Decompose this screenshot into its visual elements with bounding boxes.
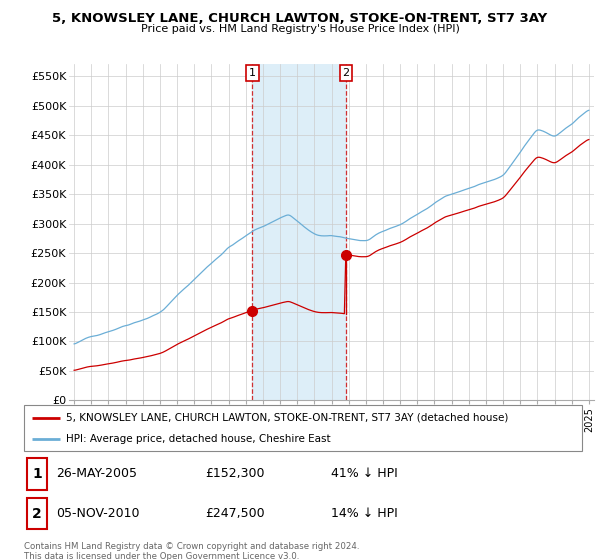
Text: £152,300: £152,300 xyxy=(205,467,265,480)
Bar xyxy=(27,458,47,489)
Text: 5, KNOWSLEY LANE, CHURCH LAWTON, STOKE-ON-TRENT, ST7 3AY: 5, KNOWSLEY LANE, CHURCH LAWTON, STOKE-O… xyxy=(52,12,548,25)
Text: 2: 2 xyxy=(343,68,349,78)
Text: Contains HM Land Registry data © Crown copyright and database right 2024.
This d: Contains HM Land Registry data © Crown c… xyxy=(24,542,359,560)
Text: 26-MAY-2005: 26-MAY-2005 xyxy=(56,467,137,480)
Text: 2: 2 xyxy=(32,507,42,521)
Text: 41% ↓ HPI: 41% ↓ HPI xyxy=(331,467,398,480)
Text: 14% ↓ HPI: 14% ↓ HPI xyxy=(331,507,398,520)
Text: 5, KNOWSLEY LANE, CHURCH LAWTON, STOKE-ON-TRENT, ST7 3AY (detached house): 5, KNOWSLEY LANE, CHURCH LAWTON, STOKE-O… xyxy=(66,413,508,423)
Text: 1: 1 xyxy=(249,68,256,78)
Bar xyxy=(252,64,346,400)
Text: HPI: Average price, detached house, Cheshire East: HPI: Average price, detached house, Ches… xyxy=(66,435,331,444)
Text: 05-NOV-2010: 05-NOV-2010 xyxy=(56,507,140,520)
Text: Price paid vs. HM Land Registry's House Price Index (HPI): Price paid vs. HM Land Registry's House … xyxy=(140,24,460,34)
Text: £247,500: £247,500 xyxy=(205,507,265,520)
Text: 1: 1 xyxy=(32,467,42,481)
Bar xyxy=(27,498,47,529)
